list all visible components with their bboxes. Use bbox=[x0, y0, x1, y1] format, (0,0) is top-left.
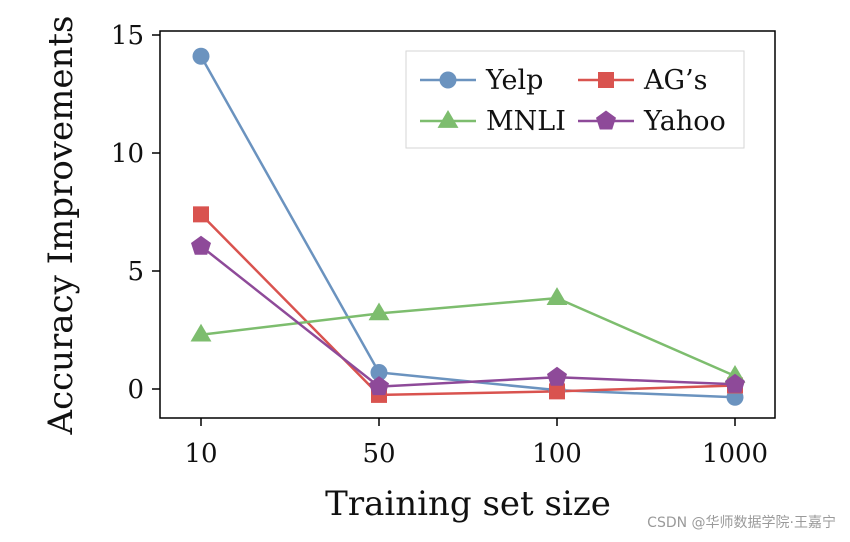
x-axis-label: Training set size bbox=[325, 484, 611, 524]
data-point-yelp-10 bbox=[192, 47, 210, 65]
y-axis-ticks: 0 5 10 15 bbox=[111, 21, 160, 405]
legend-marker-yahoo bbox=[596, 110, 616, 130]
legend-marker-mnli bbox=[437, 110, 459, 128]
data-point-mnli-50 bbox=[368, 302, 390, 321]
legend-label-ags: AG’s bbox=[643, 65, 708, 96]
y-tick-label-15: 15 bbox=[111, 21, 144, 51]
legend-marker-ags bbox=[598, 72, 614, 88]
data-point-yahoo-1000 bbox=[725, 373, 745, 393]
series-line-ags bbox=[200, 213, 736, 397]
y-tick-label-5: 5 bbox=[127, 257, 144, 287]
data-point-ags-10 bbox=[193, 206, 209, 223]
watermark-text: CSDN @华师数据学院·王嘉宁 bbox=[647, 515, 836, 531]
x-tick-label-10: 10 bbox=[184, 439, 217, 469]
series-line-mnli bbox=[200, 296, 736, 378]
legend: Yelp AG’s MNLI Yahoo bbox=[405, 50, 745, 149]
data-point-yahoo-50 bbox=[369, 376, 389, 396]
data-point-mnli-10 bbox=[190, 323, 212, 342]
series-line-yahoo bbox=[200, 245, 736, 388]
plot-frame bbox=[159, 30, 776, 419]
y-axis-label: Accuracy Improvements bbox=[41, 16, 81, 436]
y-tick-label-0: 0 bbox=[127, 375, 144, 405]
x-tick-label-50: 50 bbox=[362, 439, 395, 469]
legend-label-yahoo: Yahoo bbox=[643, 106, 726, 137]
x-tick-label-100: 100 bbox=[532, 439, 582, 469]
legend-label-mnli: MNLI bbox=[486, 106, 566, 137]
y-tick-label-10: 10 bbox=[111, 139, 144, 169]
legend-label-yelp: Yelp bbox=[485, 65, 543, 96]
data-point-mnli-100 bbox=[546, 287, 568, 305]
data-point-ags-100 bbox=[549, 383, 565, 400]
x-axis-ticks: 10 50 100 1000 bbox=[184, 418, 768, 469]
series-markers bbox=[190, 47, 746, 406]
legend-frame bbox=[405, 50, 745, 149]
data-point-yelp-50 bbox=[370, 363, 388, 381]
x-tick-label-1000: 1000 bbox=[702, 439, 768, 469]
data-point-yahoo-100 bbox=[547, 366, 567, 386]
data-point-yahoo-10 bbox=[191, 235, 211, 255]
legend-marker-yelp bbox=[439, 71, 457, 89]
series-lines bbox=[199, 55, 736, 399]
